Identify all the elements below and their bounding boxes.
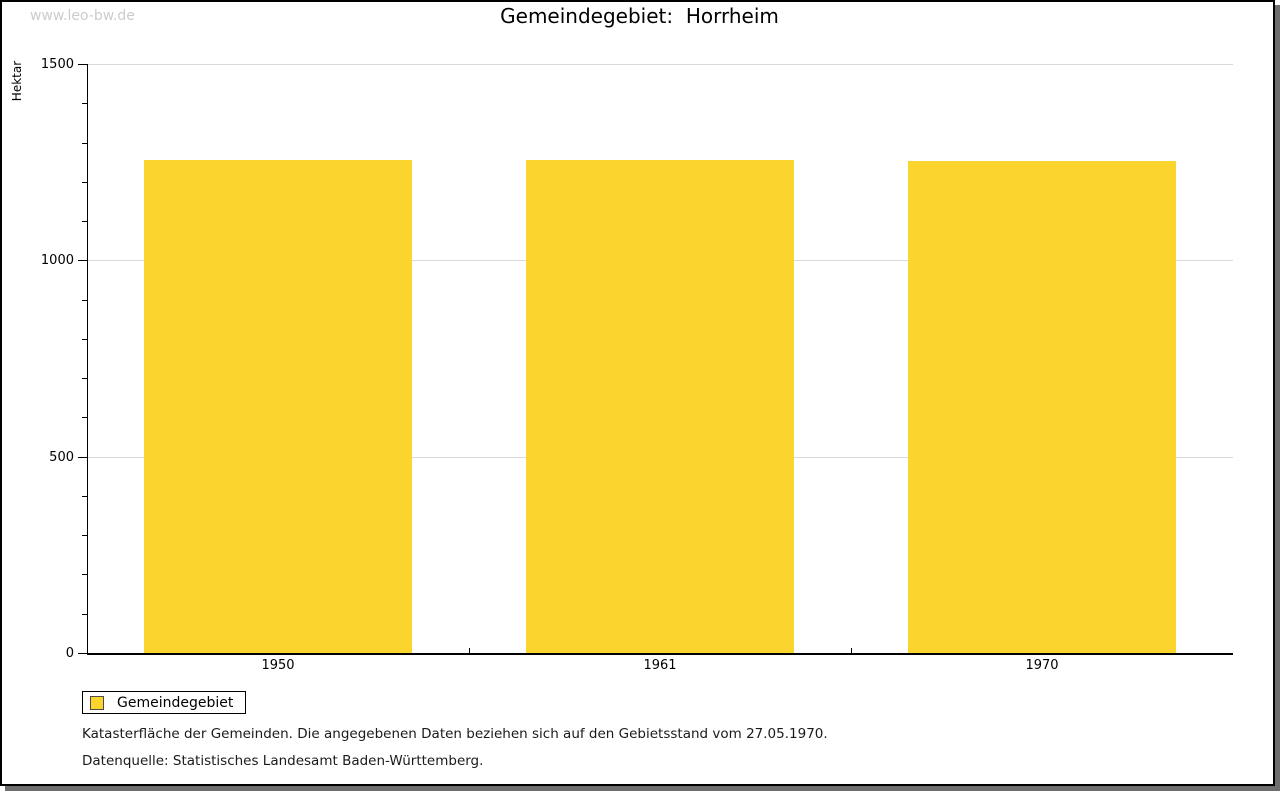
y-minor-tick xyxy=(82,613,87,615)
legend-swatch xyxy=(90,695,104,710)
y-minor-tick xyxy=(82,221,87,223)
watermark: www.leo-bw.de xyxy=(30,8,135,24)
y-minor-tick xyxy=(82,417,87,419)
y-axis-line xyxy=(87,64,88,655)
y-tick-label: 500 xyxy=(49,449,74,465)
x-axis-line xyxy=(87,653,1233,655)
category-separator-tick xyxy=(469,648,470,653)
x-tick-label: 1970 xyxy=(1025,658,1059,673)
bar xyxy=(526,160,794,653)
y-tick-label: 1500 xyxy=(40,57,74,72)
x-tick-label: 1950 xyxy=(261,658,295,673)
window-shadow-right xyxy=(1275,5,1280,791)
y-minor-tick xyxy=(82,495,87,497)
bar xyxy=(908,160,1176,653)
y-minor-tick xyxy=(82,181,87,183)
chart-title: Gemeindegebiet: Horrheim xyxy=(500,4,779,28)
x-tick-label: 1961 xyxy=(643,658,677,673)
window-shadow-bottom xyxy=(5,786,1280,791)
bar xyxy=(144,160,412,653)
legend-label: Gemeindegebiet xyxy=(117,694,234,711)
y-major-tick xyxy=(78,260,87,262)
y-tick-label: 1000 xyxy=(40,253,74,269)
category-separator-tick xyxy=(851,648,852,653)
legend: Gemeindegebiet xyxy=(82,691,247,714)
y-tick-label: 0 xyxy=(65,646,74,661)
y-minor-tick xyxy=(82,574,87,576)
y-gridline xyxy=(87,64,1233,65)
y-minor-tick xyxy=(82,338,87,340)
y-major-tick xyxy=(78,64,87,65)
note-datenquelle: Datenquelle: Statistisches Landesamt Bad… xyxy=(82,753,484,769)
y-minor-tick xyxy=(82,378,87,380)
y-major-tick xyxy=(78,456,87,458)
y-minor-tick xyxy=(82,142,87,144)
note-katasterflaeche: Katasterfläche der Gemeinden. Die angege… xyxy=(82,726,828,742)
y-minor-tick xyxy=(82,299,87,301)
y-minor-tick xyxy=(82,103,87,105)
y-minor-tick xyxy=(82,535,87,537)
y-major-tick xyxy=(78,653,87,654)
